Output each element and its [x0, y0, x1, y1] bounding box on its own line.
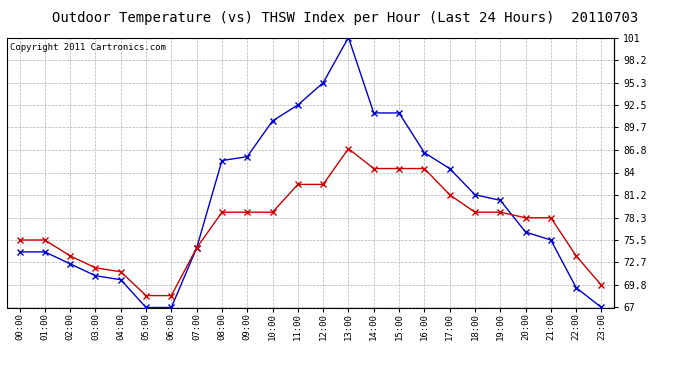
- Text: Copyright 2011 Cartronics.com: Copyright 2011 Cartronics.com: [10, 43, 166, 52]
- Text: Outdoor Temperature (vs) THSW Index per Hour (Last 24 Hours)  20110703: Outdoor Temperature (vs) THSW Index per …: [52, 11, 638, 25]
